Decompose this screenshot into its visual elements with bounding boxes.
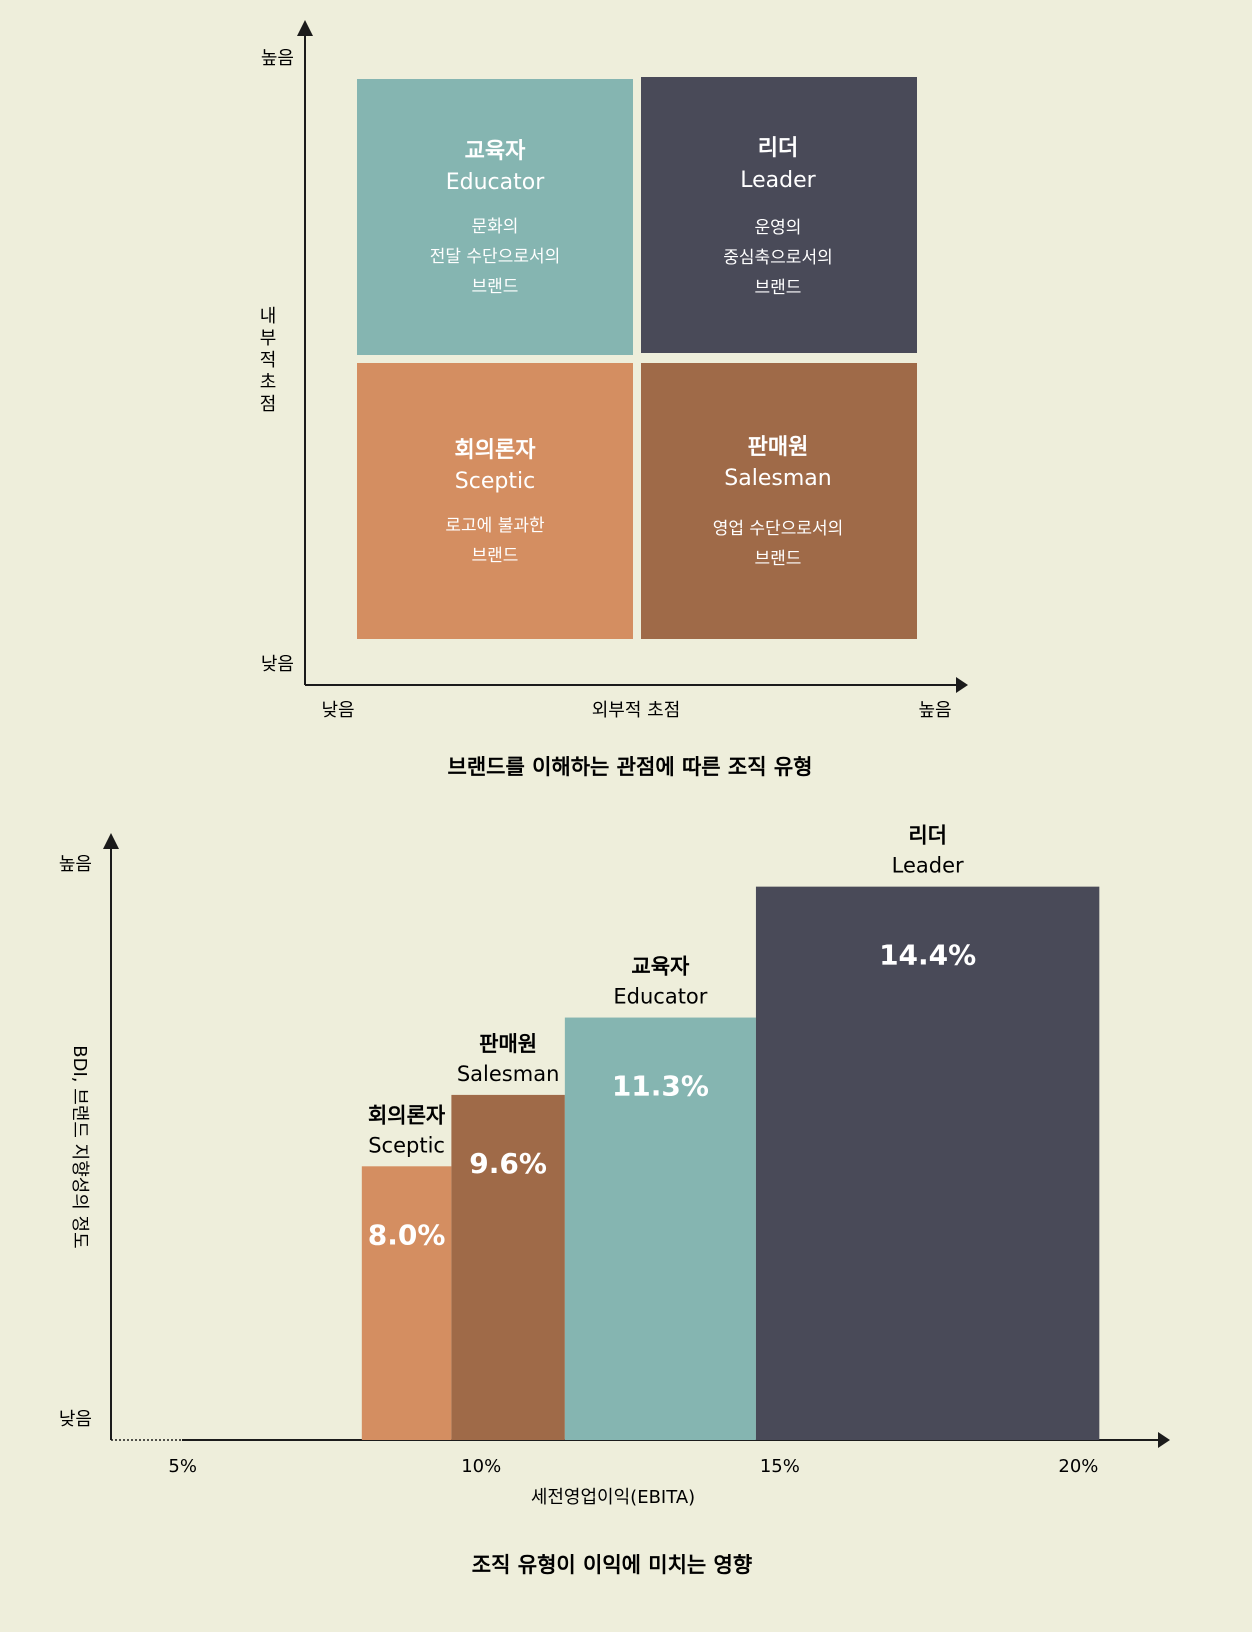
bar-chart: 높음 낮음 BDI, 브랜드 지향성의 정도 5% 10% 15% 20% 세전영업이…	[59, 824, 1170, 1577]
matrix-y-axis-title: 내 부 적 초 점	[260, 306, 277, 415]
quadrant-leader-desc-line: 중심축으로서의	[723, 248, 832, 268]
bar-educator-value-label: 11.3%	[612, 1070, 709, 1103]
quadrant-leader: 리더 Leader 운영의 중심축으로서의 브랜드	[641, 77, 917, 353]
quadrant-educator-desc-line: 브랜드	[472, 277, 519, 297]
bar-y-axis-arrow	[103, 833, 119, 849]
bar-leader	[755, 886, 1100, 1440]
quadrant-educator-name-en: Educator	[446, 170, 545, 195]
matrix-y-axis-title-char: 적	[260, 350, 277, 371]
matrix-x-axis-title: 외부적 초점	[592, 700, 681, 721]
matrix-chart: 높음 낮음 낮음 외부적 초점 높음 내 부 적 초 점 교육자 Educato…	[260, 20, 968, 779]
bar-x-axis-title: 세전영업이익(EBITA)	[531, 1487, 695, 1508]
bar-y-low-label: 낮음	[59, 1409, 92, 1430]
bar-sceptic-name-ko: 회의론자	[368, 1103, 446, 1127]
bar-chart-title: 조직 유형이 이익에 미치는 영향	[472, 1553, 752, 1577]
quadrant-educator-box	[357, 79, 633, 355]
matrix-y-axis-title-char: 부	[260, 328, 277, 349]
quadrant-educator-desc-line: 문화의	[472, 217, 519, 237]
matrix-y-axis-title-char: 점	[260, 394, 277, 415]
quadrant-leader-name-ko: 리더	[758, 136, 798, 161]
quadrant-leader-box	[641, 77, 917, 353]
bar-x-axis-arrow	[1158, 1432, 1170, 1448]
bar-educator	[564, 1017, 756, 1440]
bar-educator-name-en: Educator	[613, 985, 707, 1009]
quadrant-educator: 교육자 Educator 문화의 전달 수단으로서의 브랜드	[357, 79, 633, 355]
bar-leader-name-en: Leader	[892, 854, 964, 878]
quadrant-sceptic-name-en: Sceptic	[455, 469, 535, 494]
bar-y-axis-title: BDI, 브랜드 지향성의 정도	[69, 1045, 90, 1248]
x-tick-label: 15%	[760, 1456, 800, 1477]
quadrant-sceptic-box	[357, 363, 633, 639]
quadrant-salesman-name-ko: 판매원	[748, 435, 809, 460]
matrix-y-low-label: 낮음	[261, 654, 294, 675]
quadrant-leader-desc-line: 브랜드	[755, 278, 802, 298]
quadrant-salesman-name-en: Salesman	[724, 466, 831, 491]
matrix-chart-title: 브랜드를 이해하는 관점에 따른 조직 유형	[448, 755, 813, 779]
matrix-x-axis-arrow	[956, 677, 968, 693]
quadrant-educator-name-ko: 교육자	[465, 139, 526, 164]
matrix-x-low-label: 낮음	[321, 700, 354, 721]
quadrant-educator-desc-line: 전달 수단으로서의	[430, 247, 561, 267]
bar-salesman	[451, 1094, 565, 1440]
quadrant-salesman: 판매원 Salesman 영업 수단으로서의 브랜드	[641, 363, 917, 639]
bar-salesman-name-en: Salesman	[457, 1062, 560, 1086]
bar-educator-name-ko: 교육자	[631, 955, 690, 979]
bar-salesman-name-ko: 판매원	[479, 1032, 537, 1056]
bar-salesman-value-label: 9.6%	[469, 1147, 547, 1180]
bar-x-ticks: 5% 10% 15% 20%	[168, 1456, 1098, 1477]
quadrant-sceptic-name-ko: 회의론자	[455, 438, 537, 463]
x-tick-label: 10%	[461, 1456, 501, 1477]
quadrant-salesman-desc-line: 브랜드	[755, 549, 802, 569]
bar-sceptic-value-label: 8.0%	[368, 1218, 446, 1251]
bar-y-high-label: 높음	[59, 854, 92, 875]
matrix-y-axis-title-char: 초	[260, 372, 277, 393]
x-tick-label: 20%	[1058, 1456, 1098, 1477]
quadrant-sceptic-desc-line: 브랜드	[472, 546, 519, 566]
bar-leader-value-label: 14.4%	[879, 939, 976, 972]
x-tick-label: 5%	[168, 1456, 197, 1477]
bar-series: 8.0% 회의론자 Sceptic 9.6% 판매원 Salesman 11.3% 교육자 Ed…	[361, 824, 1100, 1440]
quadrant-leader-name-en: Leader	[740, 168, 816, 193]
quadrant-salesman-desc-line: 영업 수단으로서의	[713, 519, 844, 539]
quadrant-leader-desc-line: 운영의	[755, 218, 802, 238]
matrix-y-axis-arrow	[297, 20, 313, 36]
quadrant-salesman-box	[641, 363, 917, 639]
quadrant-sceptic: 회의론자 Sceptic 로고에 불과한 브랜드	[357, 363, 633, 639]
matrix-y-high-label: 높음	[261, 48, 294, 69]
bar-sceptic-name-en: Sceptic	[368, 1133, 445, 1157]
quadrant-sceptic-desc-line: 로고에 불과한	[445, 516, 545, 536]
matrix-x-high-label: 높음	[918, 700, 951, 721]
bar-leader-name-ko: 리더	[908, 824, 947, 848]
matrix-y-axis-title-char: 내	[260, 306, 277, 327]
bar-sceptic	[361, 1166, 452, 1440]
